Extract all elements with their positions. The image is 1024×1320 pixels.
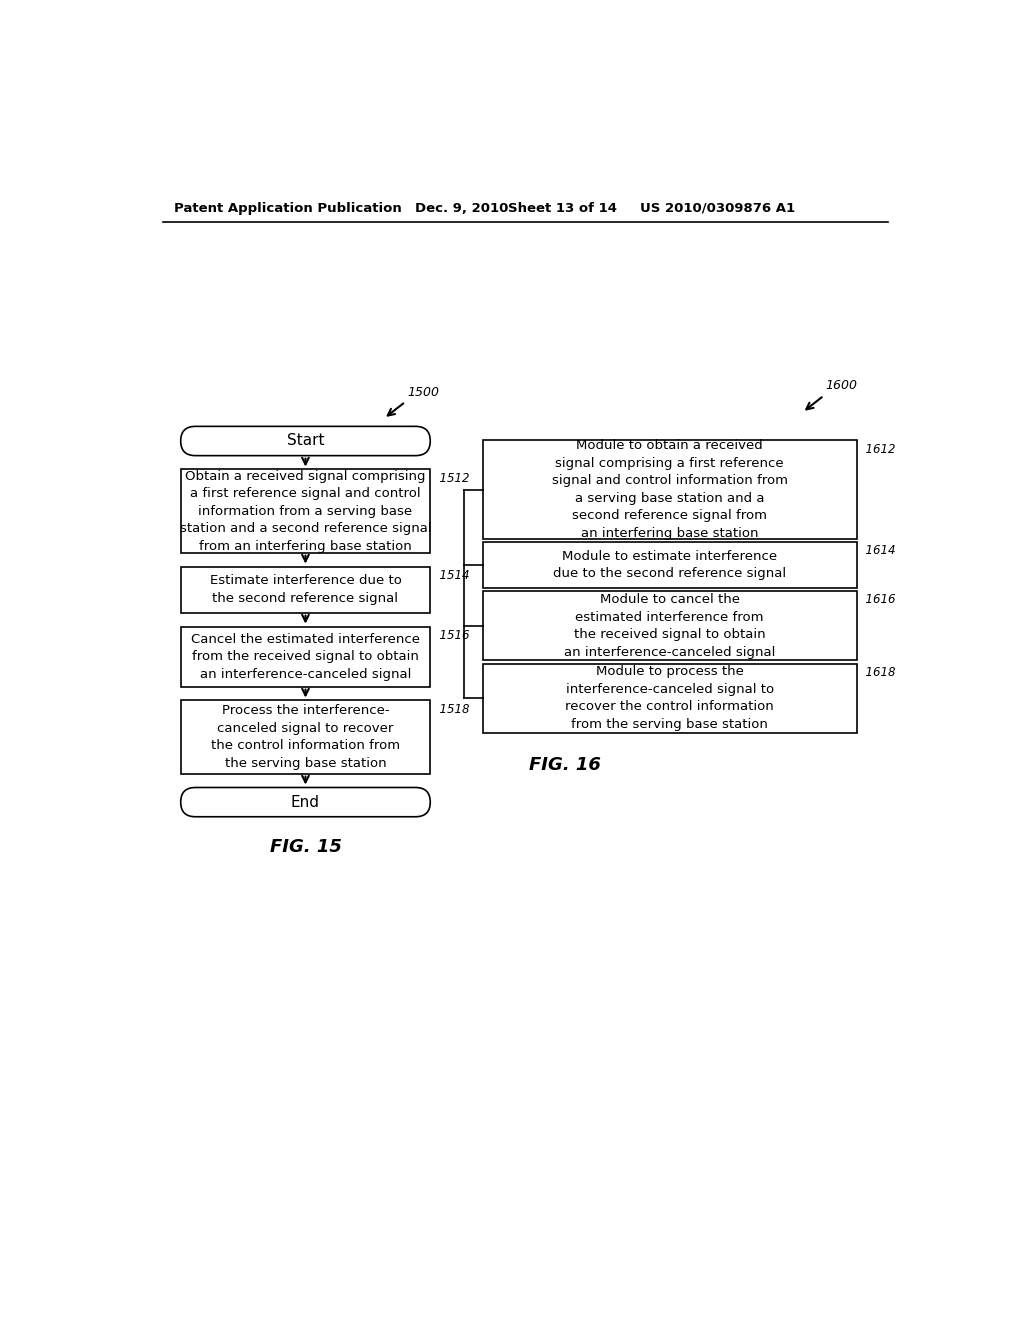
FancyBboxPatch shape [483, 543, 856, 589]
FancyBboxPatch shape [180, 788, 430, 817]
Text: 1500: 1500 [407, 385, 439, 399]
FancyBboxPatch shape [180, 470, 430, 553]
Text: Module to estimate interference
due to the second reference signal: Module to estimate interference due to t… [553, 549, 786, 581]
Text: Estimate interference due to
the second reference signal: Estimate interference due to the second … [210, 574, 401, 605]
Text: 1512: 1512 [432, 471, 469, 484]
Text: 1514: 1514 [432, 569, 469, 582]
Text: Obtain a received signal comprising
a first reference signal and control
informa: Obtain a received signal comprising a fi… [179, 470, 431, 553]
Text: 1618: 1618 [858, 665, 896, 678]
Text: Dec. 9, 2010: Dec. 9, 2010 [415, 202, 508, 215]
FancyBboxPatch shape [180, 426, 430, 455]
FancyBboxPatch shape [180, 701, 430, 774]
FancyBboxPatch shape [483, 591, 856, 660]
Text: Process the interference-
canceled signal to recover
the control information fro: Process the interference- canceled signa… [211, 705, 400, 770]
Text: 1518: 1518 [432, 702, 469, 715]
Text: 1516: 1516 [432, 628, 469, 642]
Text: FIG. 16: FIG. 16 [529, 756, 601, 774]
Text: 1616: 1616 [858, 594, 896, 606]
Text: 1600: 1600 [825, 379, 857, 392]
Text: Module to cancel the
estimated interference from
the received signal to obtain
a: Module to cancel the estimated interfere… [564, 593, 775, 659]
Text: Module to obtain a received
signal comprising a first reference
signal and contr: Module to obtain a received signal compr… [552, 440, 787, 540]
Text: Patent Application Publication: Patent Application Publication [174, 202, 402, 215]
FancyBboxPatch shape [483, 664, 856, 733]
FancyBboxPatch shape [483, 441, 856, 539]
Text: Cancel the estimated interference
from the received signal to obtain
an interfer: Cancel the estimated interference from t… [190, 632, 420, 681]
Text: 1612: 1612 [858, 442, 896, 455]
Text: FIG. 15: FIG. 15 [269, 838, 341, 857]
Text: 1614: 1614 [858, 544, 896, 557]
Text: Module to process the
interference-canceled signal to
recover the control inform: Module to process the interference-cance… [565, 665, 774, 731]
Text: Sheet 13 of 14: Sheet 13 of 14 [508, 202, 616, 215]
Text: End: End [291, 795, 319, 809]
FancyBboxPatch shape [180, 627, 430, 686]
Text: US 2010/0309876 A1: US 2010/0309876 A1 [640, 202, 795, 215]
FancyBboxPatch shape [180, 566, 430, 612]
Text: Start: Start [287, 433, 325, 449]
